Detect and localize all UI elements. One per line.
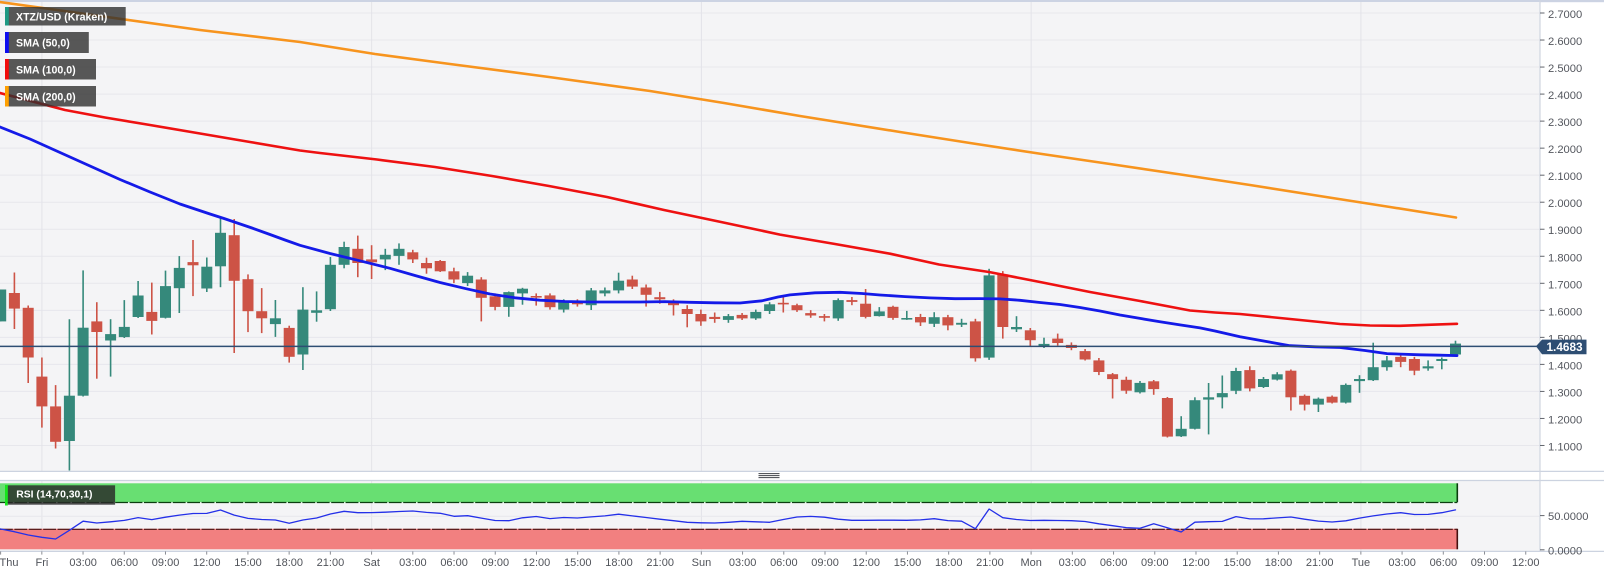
svg-text:Sat: Sat (363, 557, 380, 569)
svg-text:15:00: 15:00 (1223, 557, 1251, 569)
svg-text:06:00: 06:00 (770, 557, 798, 569)
svg-text:09:00: 09:00 (152, 557, 180, 569)
svg-text:2.1000: 2.1000 (1548, 171, 1582, 183)
svg-text:12:00: 12:00 (193, 557, 221, 569)
svg-text:21:00: 21:00 (646, 557, 674, 569)
svg-text:1.4683: 1.4683 (1547, 340, 1584, 354)
svg-text:2.6000: 2.6000 (1548, 36, 1582, 48)
svg-text:1.8000: 1.8000 (1548, 252, 1582, 264)
svg-text:09:00: 09:00 (482, 557, 510, 569)
svg-text:2.3000: 2.3000 (1548, 117, 1582, 129)
svg-text:21:00: 21:00 (317, 557, 345, 569)
svg-text:06:00: 06:00 (1100, 557, 1128, 569)
svg-text:2.5000: 2.5000 (1548, 63, 1582, 75)
svg-text:06:00: 06:00 (1430, 557, 1458, 569)
svg-text:XTZ/USD (Kraken): XTZ/USD (Kraken) (16, 11, 107, 23)
svg-text:15:00: 15:00 (564, 557, 592, 569)
svg-text:1.7000: 1.7000 (1548, 279, 1582, 291)
svg-text:03:00: 03:00 (69, 557, 97, 569)
svg-text:21:00: 21:00 (976, 557, 1004, 569)
svg-text:06:00: 06:00 (440, 557, 468, 569)
svg-text:1.4000: 1.4000 (1548, 360, 1582, 372)
svg-text:03:00: 03:00 (729, 557, 757, 569)
svg-text:15:00: 15:00 (894, 557, 922, 569)
svg-text:12:00: 12:00 (1512, 557, 1540, 569)
svg-text:Sun: Sun (692, 557, 712, 569)
svg-text:2.0000: 2.0000 (1548, 198, 1582, 210)
svg-text:1.6000: 1.6000 (1548, 306, 1582, 318)
svg-text:2.7000: 2.7000 (1548, 9, 1582, 21)
svg-text:1.2000: 1.2000 (1548, 414, 1582, 426)
svg-text:06:00: 06:00 (111, 557, 139, 569)
svg-text:12:00: 12:00 (523, 557, 551, 569)
svg-text:18:00: 18:00 (1265, 557, 1293, 569)
svg-text:1.1000: 1.1000 (1548, 441, 1582, 453)
svg-text:Fri: Fri (35, 557, 48, 569)
svg-text:03:00: 03:00 (399, 557, 427, 569)
svg-text:09:00: 09:00 (1141, 557, 1169, 569)
svg-text:1.9000: 1.9000 (1548, 225, 1582, 237)
svg-text:1.3000: 1.3000 (1548, 387, 1582, 399)
svg-text:Tue: Tue (1352, 557, 1371, 569)
svg-text:09:00: 09:00 (1471, 557, 1499, 569)
svg-text:21:00: 21:00 (1306, 557, 1334, 569)
svg-text:2.4000: 2.4000 (1548, 90, 1582, 102)
svg-text:03:00: 03:00 (1059, 557, 1087, 569)
svg-text:2.2000: 2.2000 (1548, 144, 1582, 156)
svg-text:SMA (50,0): SMA (50,0) (16, 38, 70, 50)
svg-text:09:00: 09:00 (811, 557, 839, 569)
svg-text:SMA (100,0): SMA (100,0) (16, 64, 76, 76)
svg-text:SMA (200,0): SMA (200,0) (16, 91, 76, 103)
svg-text:0.0000: 0.0000 (1548, 545, 1582, 557)
svg-text:18:00: 18:00 (275, 557, 303, 569)
svg-text:18:00: 18:00 (935, 557, 963, 569)
svg-text:12:00: 12:00 (853, 557, 881, 569)
svg-text:12:00: 12:00 (1182, 557, 1210, 569)
svg-text:15:00: 15:00 (234, 557, 262, 569)
svg-text:Thu: Thu (0, 557, 18, 569)
svg-text:18:00: 18:00 (605, 557, 633, 569)
svg-text:Mon: Mon (1020, 557, 1041, 569)
svg-text:03:00: 03:00 (1388, 557, 1416, 569)
svg-text:RSI (14,70,30,1): RSI (14,70,30,1) (16, 490, 92, 501)
svg-text:50.0000: 50.0000 (1548, 511, 1588, 523)
